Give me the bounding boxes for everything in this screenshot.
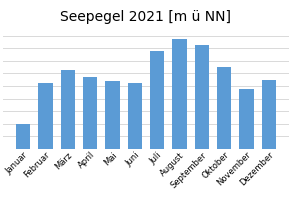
Bar: [239, 89, 254, 149]
Bar: [150, 51, 164, 149]
Bar: [128, 83, 142, 149]
Bar: [172, 39, 187, 149]
Bar: [16, 124, 30, 149]
Bar: [83, 77, 98, 149]
Bar: [194, 45, 209, 149]
Bar: [60, 70, 75, 149]
Bar: [38, 83, 53, 149]
Title: Seepegel 2021 [m ü NN]: Seepegel 2021 [m ü NN]: [60, 10, 232, 24]
Bar: [262, 80, 276, 149]
Bar: [105, 81, 120, 149]
Bar: [217, 67, 232, 149]
